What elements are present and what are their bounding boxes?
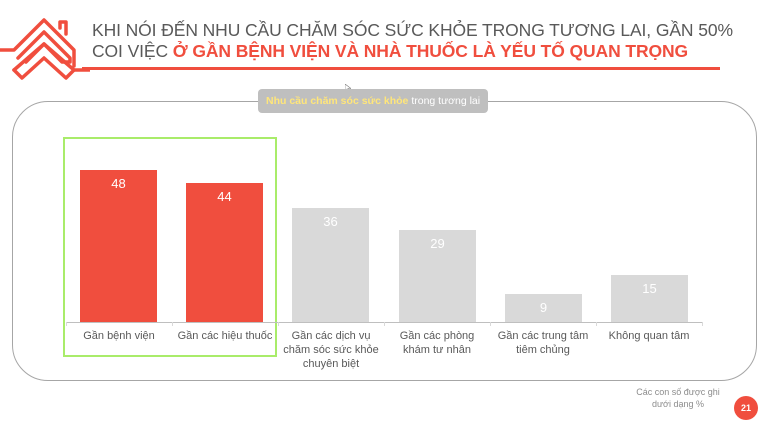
axis-tick — [702, 322, 703, 326]
bar-value: 44 — [217, 189, 232, 204]
bar-khong-quan-tam: 15 — [611, 275, 688, 322]
category-label: Gần các phòng khám tư nhân — [384, 329, 490, 357]
chart-title-strong: Nhu cầu chăm sóc sức khỏe — [266, 95, 409, 107]
category-label-line: Gần bệnh viện — [83, 330, 155, 342]
category-label-line: Gần các hiệu thuốc — [177, 330, 273, 342]
chart-title-rest: trong tương lai — [408, 95, 481, 107]
bar-value: 29 — [430, 236, 445, 251]
footnote: Các con số được ghi dưới dạng % — [628, 386, 728, 410]
title-line-1: KHI NÓI ĐẾN NHU CẦU CHĂM SÓC SỨC KHỎE TR… — [92, 20, 733, 40]
highlight-box — [63, 137, 277, 357]
bar-gan-benh-vien: 48 — [80, 170, 157, 322]
category-label: Gần các hiệu thuốc — [172, 329, 278, 343]
title-line-2-prefix: COI VIỆC — [92, 41, 173, 61]
category-label-line: Gần các dịch vụ — [291, 330, 371, 342]
axis-tick — [596, 322, 597, 326]
axis-tick — [490, 322, 491, 326]
title-line-2: COI VIỆC Ở GẦN BỆNH VIỆN VÀ NHÀ THUỐC LÀ… — [92, 41, 733, 62]
category-label-line: Gần các phòng — [399, 330, 475, 342]
bar-trung-tam-tiem-chung: 9 — [505, 294, 582, 322]
bar-value: 15 — [642, 281, 657, 296]
category-label-line: chăm sóc sức khỏe — [283, 344, 379, 356]
axis-tick — [66, 322, 67, 326]
category-label-line: Không quan tâm — [608, 330, 690, 342]
bar-dich-vu-chuyen-biet: 36 — [292, 208, 369, 322]
category-label-line: chuyên biệt — [302, 358, 360, 370]
category-label: Không quan tâm — [596, 329, 702, 343]
house-logo-icon — [0, 18, 90, 80]
bar-value: 9 — [539, 300, 548, 315]
category-label-line: tiêm chủng — [516, 344, 570, 356]
category-label: Gần bệnh viện — [66, 329, 172, 343]
axis-tick — [278, 322, 279, 326]
footnote-line: Các con số được ghi — [636, 387, 720, 397]
bar-value: 48 — [111, 176, 126, 191]
page-number-badge: 21 — [734, 396, 758, 420]
page-title: KHI NÓI ĐẾN NHU CẦU CHĂM SÓC SỨC KHỎE TR… — [92, 20, 733, 62]
category-label: Gần các dịch vụ chăm sóc sức khỏe chuyên… — [278, 329, 384, 371]
bar-value: 36 — [323, 214, 338, 229]
axis-tick — [172, 322, 173, 326]
axis-tick — [384, 322, 385, 326]
category-label-line: khám tư nhân — [403, 344, 471, 356]
category-label-line: Gần các trung tâm — [497, 330, 589, 342]
category-label: Gần các trung tâm tiêm chủng — [490, 329, 596, 357]
bar-gan-hieu-thuoc: 44 — [186, 183, 263, 322]
footnote-line: dưới dạng % — [652, 399, 704, 409]
bar-phong-kham-tu-nhan: 29 — [399, 230, 476, 322]
title-highlight: Ở GẦN BỆNH VIỆN VÀ NHÀ THUỐC LÀ YẾU TỐ Q… — [172, 41, 689, 61]
chart-title-pill: Nhu cầu chăm sóc sức khỏe trong tương la… — [258, 89, 489, 113]
title-divider — [82, 67, 720, 70]
